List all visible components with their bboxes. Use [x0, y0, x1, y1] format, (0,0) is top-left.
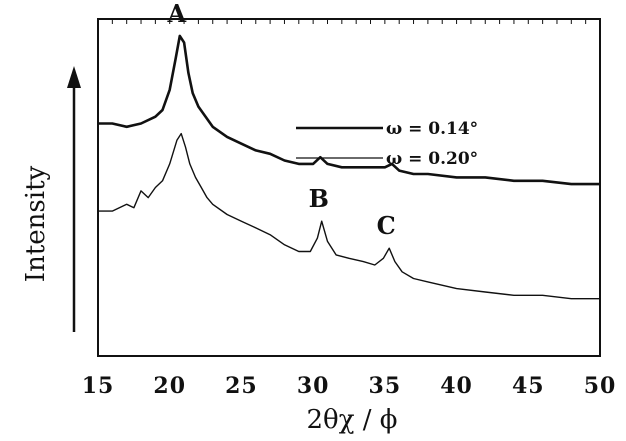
x-tick-label: 35: [369, 373, 402, 399]
x-tick-label: 50: [584, 373, 617, 399]
legend: ω = 0.14° ω = 0.20°: [296, 119, 478, 169]
x-axis-label: 2θχ / ϕ: [307, 405, 398, 435]
peak-annotations: A B C: [166, 0, 395, 240]
legend-label-0: ω = 0.14°: [386, 119, 478, 139]
x-tick-label: 15: [82, 373, 115, 399]
series-layer: [98, 34, 600, 300]
series-line-0: [98, 34, 600, 186]
x-tick-label: 30: [297, 373, 330, 399]
x-tick-label: 40: [440, 373, 473, 399]
top-tick-marks: [97, 19, 601, 24]
legend-label-1: ω = 0.20°: [386, 149, 478, 169]
peak-label: C: [377, 211, 396, 240]
plot-frame: [97, 18, 601, 357]
x-tick-label: 25: [225, 373, 258, 399]
peak-label: B: [309, 184, 329, 213]
x-tick-labels: 15 20 25 30 35 40 45 50: [82, 373, 617, 399]
y-axis-label: Intensity: [21, 165, 51, 282]
peak-label: A: [166, 0, 186, 28]
x-tick-label: 20: [153, 373, 186, 399]
x-tick-label: 45: [512, 373, 545, 399]
intensity-arrow: [67, 66, 81, 332]
series-line-1: [98, 132, 600, 300]
